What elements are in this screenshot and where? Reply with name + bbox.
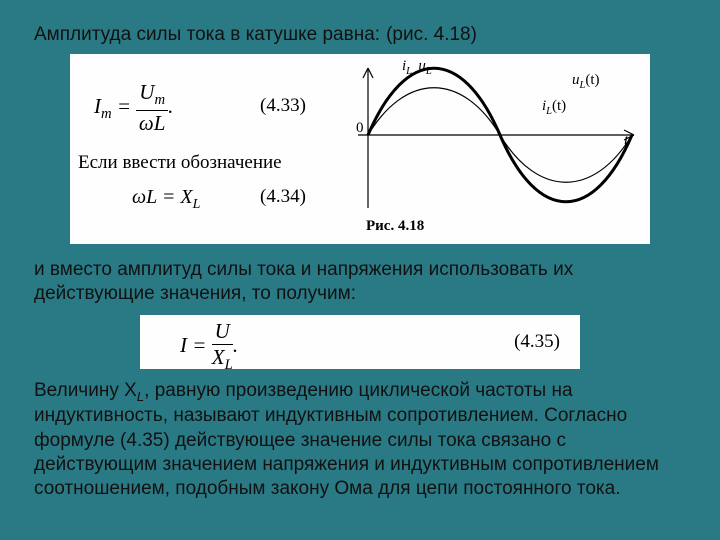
equation-4-34: ωL = XL [132, 186, 200, 213]
eq1-I-sub: m [101, 106, 112, 122]
u-label-arg: (t) [585, 72, 599, 88]
eq3-dot: . [233, 332, 238, 356]
eq1-fraction: Um ωL [136, 82, 168, 134]
paragraph-1: и вместо амплитуд силы тока и напряжения… [34, 258, 686, 307]
figure-2: I = UXL. (4.35) [140, 315, 580, 369]
eq1-dot: . [168, 94, 173, 118]
heading-text-b: (рис. 4.18) [386, 24, 477, 46]
y-axis-u: u [415, 58, 426, 74]
current-curve-label: iL(t) [542, 98, 566, 117]
u-label: u [572, 72, 580, 88]
heading-text-a: Амплитуда силы тока в катушке равна: [34, 24, 380, 46]
eq1-den: ωL [136, 111, 168, 134]
eq2-sub: L [193, 197, 201, 212]
y-axis-label: iL, uL [402, 58, 432, 77]
para2-a: Величину X [34, 380, 137, 401]
paragraph-2: Величину XL, равную произведению цикличе… [34, 379, 686, 502]
eq1-equals: = [112, 94, 137, 118]
figure-1-container: Im = Um ωL. (4.33) Если ввести обозначени… [34, 54, 686, 244]
eq1-I: I [94, 94, 101, 118]
eq1-num: U [139, 80, 154, 104]
equation-number-4-34: (4.34) [260, 186, 306, 208]
origin-label: 0 [356, 120, 364, 137]
y-axis-u-sub: L [426, 66, 432, 77]
eq3-fraction: UXL [212, 321, 233, 373]
equation-4-33: Im = Um ωL. [94, 82, 173, 134]
eq3-den-sub: L [225, 357, 233, 373]
eq1-num-sub: m [154, 92, 165, 108]
y-axis-i-sub: L, [406, 66, 414, 77]
equation-number-4-35: (4.35) [514, 331, 560, 353]
eq3-num: U [212, 321, 233, 345]
eq3-den: X [212, 345, 225, 369]
t-axis-label: t [624, 132, 628, 150]
figure-1: Im = Um ωL. (4.33) Если ввести обозначени… [70, 54, 650, 244]
voltage-curve-label: uL(t) [572, 72, 600, 91]
figure-2-container: I = UXL. (4.35) [34, 315, 686, 369]
figure-caption: Рис. 4.18 [366, 218, 424, 235]
heading-line: Амплитуда силы тока в катушке равна: (ри… [34, 24, 686, 46]
equation-number-4-33: (4.33) [260, 95, 306, 117]
equation-4-35: I = UXL. [180, 321, 238, 373]
eq3-lhs: I = [180, 332, 212, 356]
eq2-lhs: ωL = X [132, 186, 193, 208]
i-label-arg: (t) [552, 98, 566, 114]
intro-text: Если ввести обозначение [78, 152, 282, 174]
